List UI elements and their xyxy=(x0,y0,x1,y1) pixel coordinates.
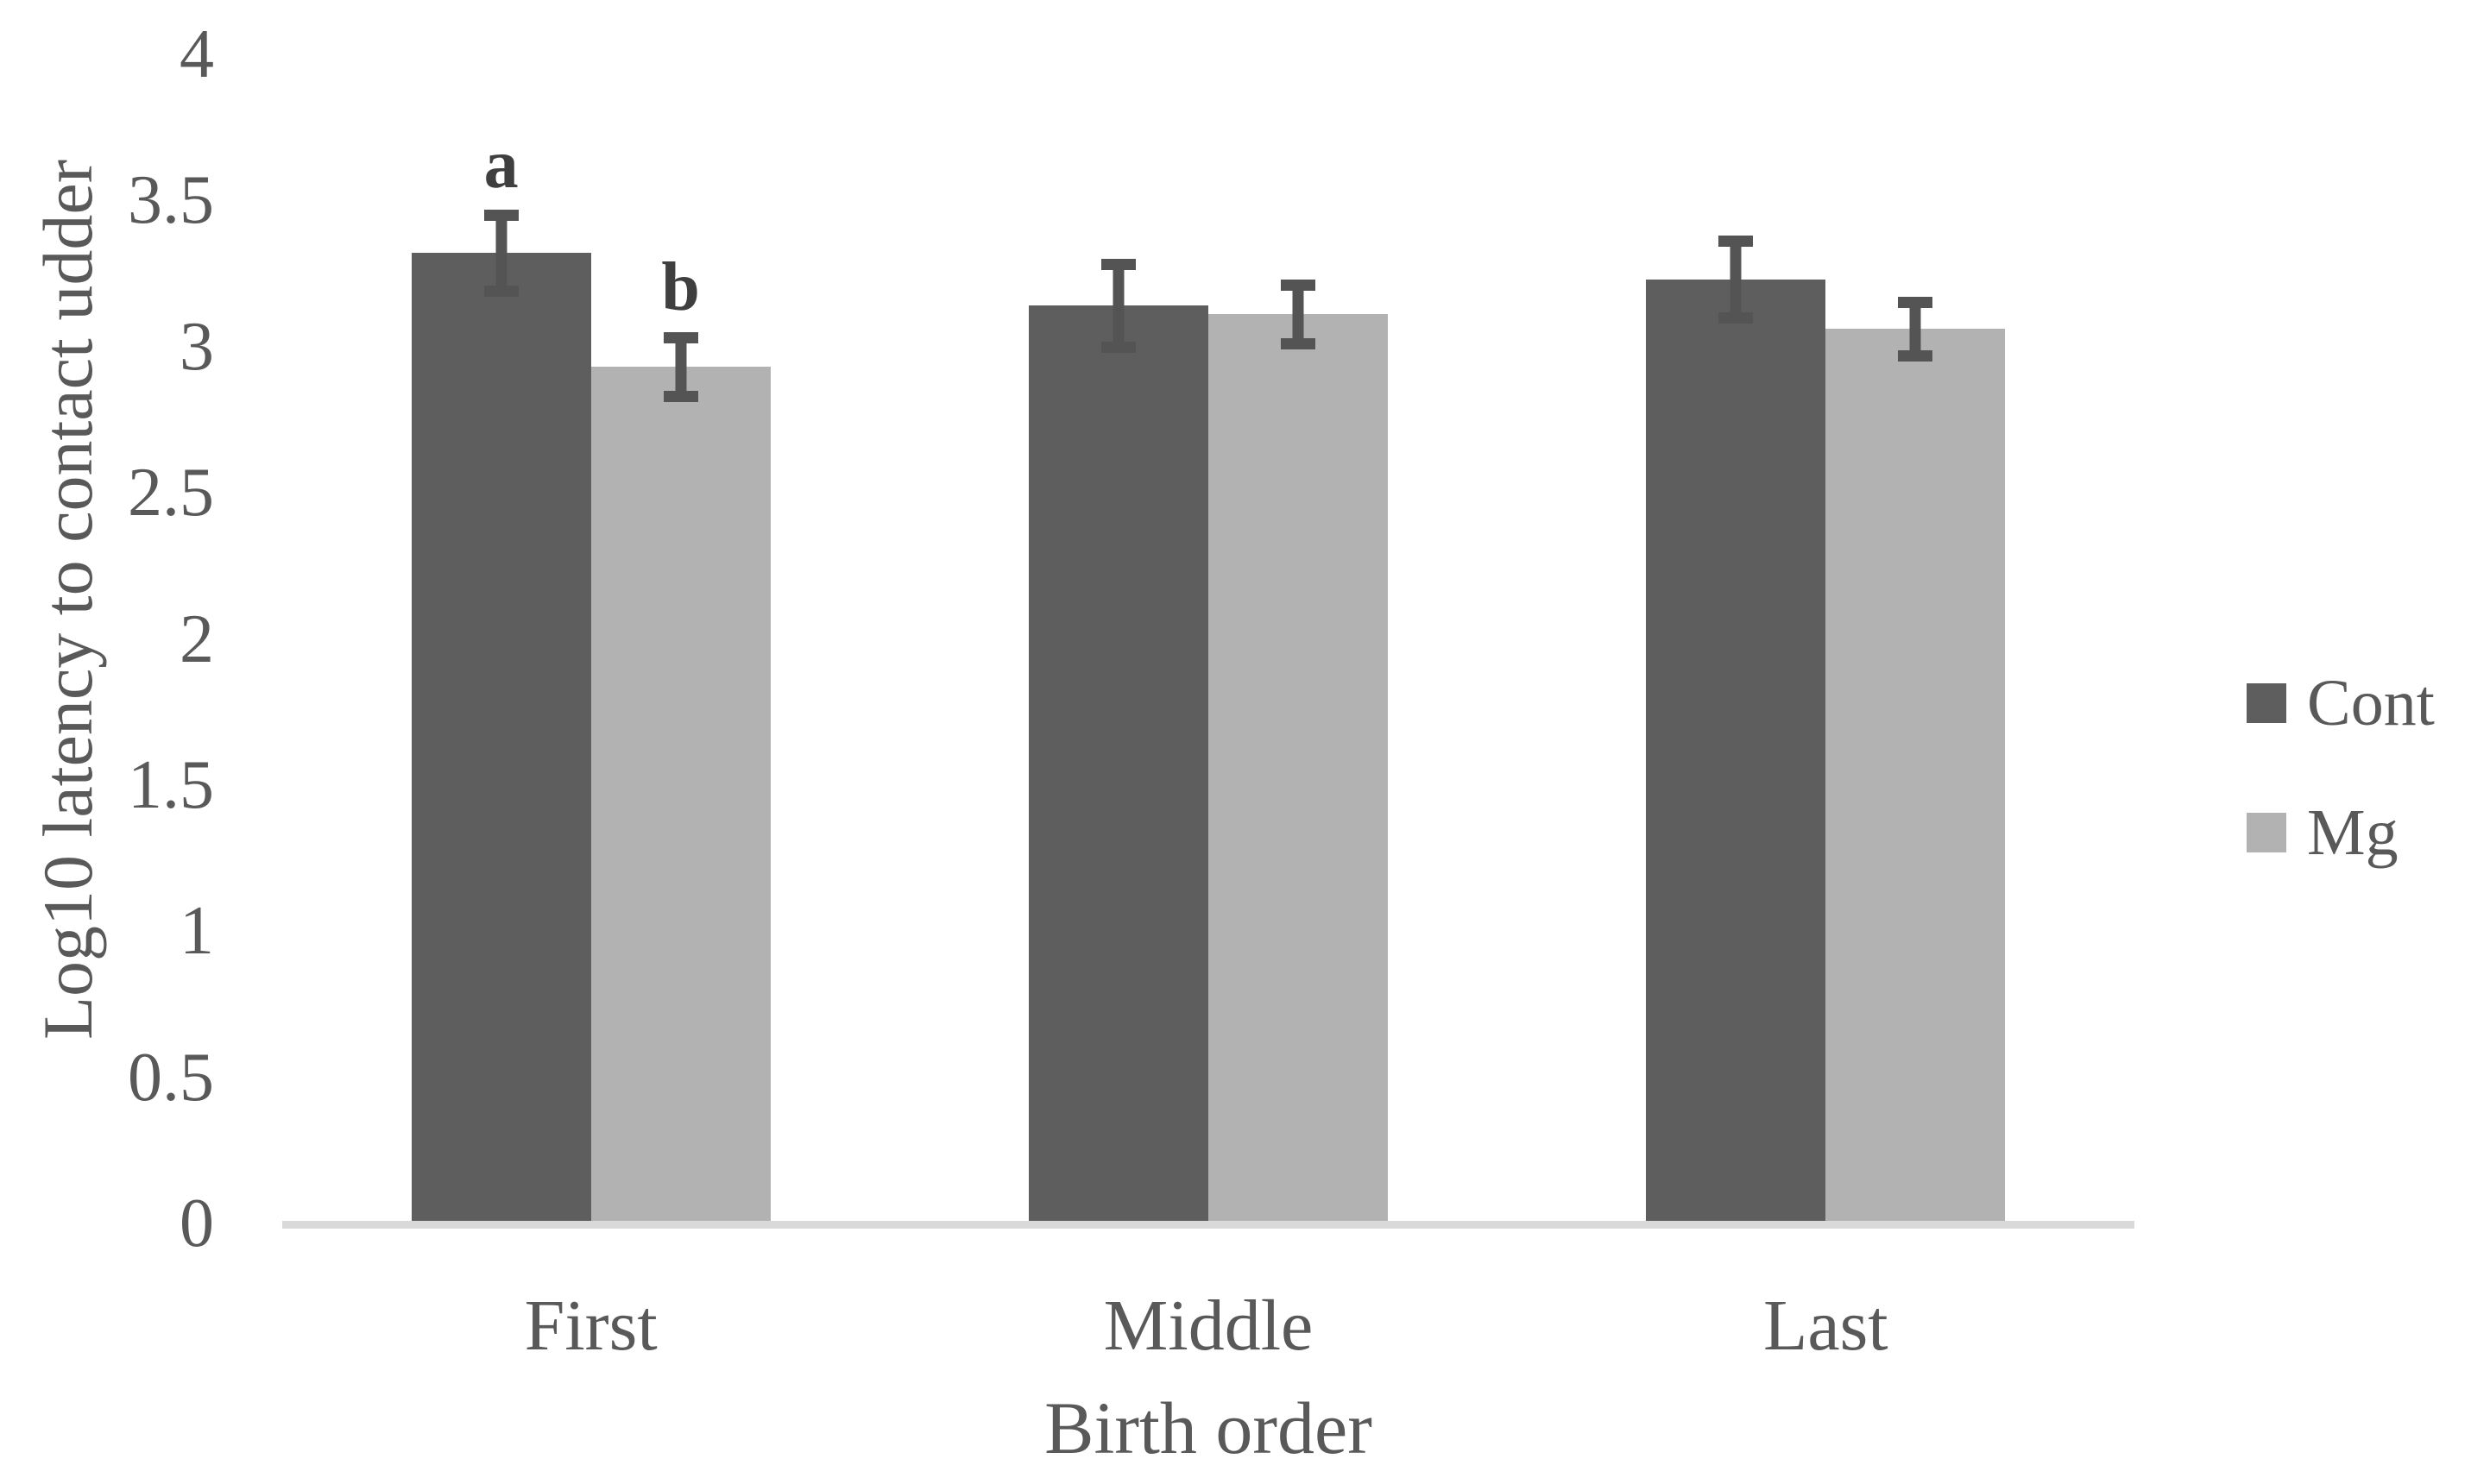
bar-mg-last xyxy=(1825,329,2006,1221)
legend-label-cont: Cont xyxy=(2307,667,2435,739)
error-bar-cont-middle xyxy=(1101,259,1136,353)
legend-item-cont: Cont xyxy=(2247,669,2435,738)
x-axis-line xyxy=(282,1221,2134,1229)
y-tick-label-1.5: 1.5 xyxy=(128,746,214,823)
error-bar-line xyxy=(1113,259,1125,353)
error-bar-top-cap xyxy=(1281,279,1315,291)
error-bar-line xyxy=(1909,297,1921,362)
x-category-label-middle: Middle xyxy=(1103,1286,1314,1366)
x-category-label-last: Last xyxy=(1763,1286,1888,1366)
error-bar-top-cap xyxy=(663,331,698,343)
error-bar-bottom-cap xyxy=(663,391,698,403)
error-bar-bottom-cap xyxy=(1898,349,1933,362)
legend-swatch-cont xyxy=(2247,683,2286,723)
y-tick-label-0: 0 xyxy=(180,1185,214,1261)
error-bar-bottom-cap xyxy=(1718,311,1754,324)
significance-letter-a: a xyxy=(483,126,519,203)
error-bar-mg-first xyxy=(663,331,698,403)
y-tick-label-3: 3 xyxy=(180,308,214,385)
error-bar-line xyxy=(675,331,687,403)
error-bar-top-cap xyxy=(483,209,519,221)
y-tick-label-0.5: 0.5 xyxy=(128,1039,214,1116)
bar-cont-middle xyxy=(1029,305,1208,1221)
error-bar-line xyxy=(1292,279,1304,350)
x-axis-title: Birth order xyxy=(1044,1387,1372,1469)
bar-cont-last xyxy=(1646,279,1826,1221)
legend-swatch-mg xyxy=(2247,813,2286,852)
legend-label-mg: Mg xyxy=(2307,796,2399,869)
legend-item-mg: Mg xyxy=(2247,798,2399,867)
error-bar-cont-first xyxy=(483,209,519,298)
y-tick-label-2.5: 2.5 xyxy=(128,455,214,531)
error-bar-top-cap xyxy=(1898,297,1933,309)
y-tick-label-4: 4 xyxy=(180,16,214,92)
error-bar-top-cap xyxy=(1718,236,1754,248)
error-bar-bottom-cap xyxy=(1281,338,1315,350)
error-bar-bottom-cap xyxy=(1101,341,1136,353)
error-bar-line xyxy=(495,209,507,298)
bar-mg-middle xyxy=(1208,314,1388,1221)
error-bar-line xyxy=(1730,236,1742,324)
error-bar-top-cap xyxy=(1101,259,1136,271)
y-tick-label-1: 1 xyxy=(180,893,214,970)
bar-mg-first xyxy=(590,367,771,1221)
error-bar-cont-last xyxy=(1718,236,1754,324)
error-bar-mg-middle xyxy=(1281,279,1315,350)
error-bar-bottom-cap xyxy=(483,286,519,298)
error-bar-mg-last xyxy=(1898,297,1933,362)
x-category-label-first: First xyxy=(524,1286,658,1366)
y-tick-label-2: 2 xyxy=(180,601,214,677)
bar-cont-first xyxy=(411,253,591,1221)
y-tick-label-3.5: 3.5 xyxy=(128,162,214,239)
significance-letter-b: b xyxy=(661,248,700,325)
